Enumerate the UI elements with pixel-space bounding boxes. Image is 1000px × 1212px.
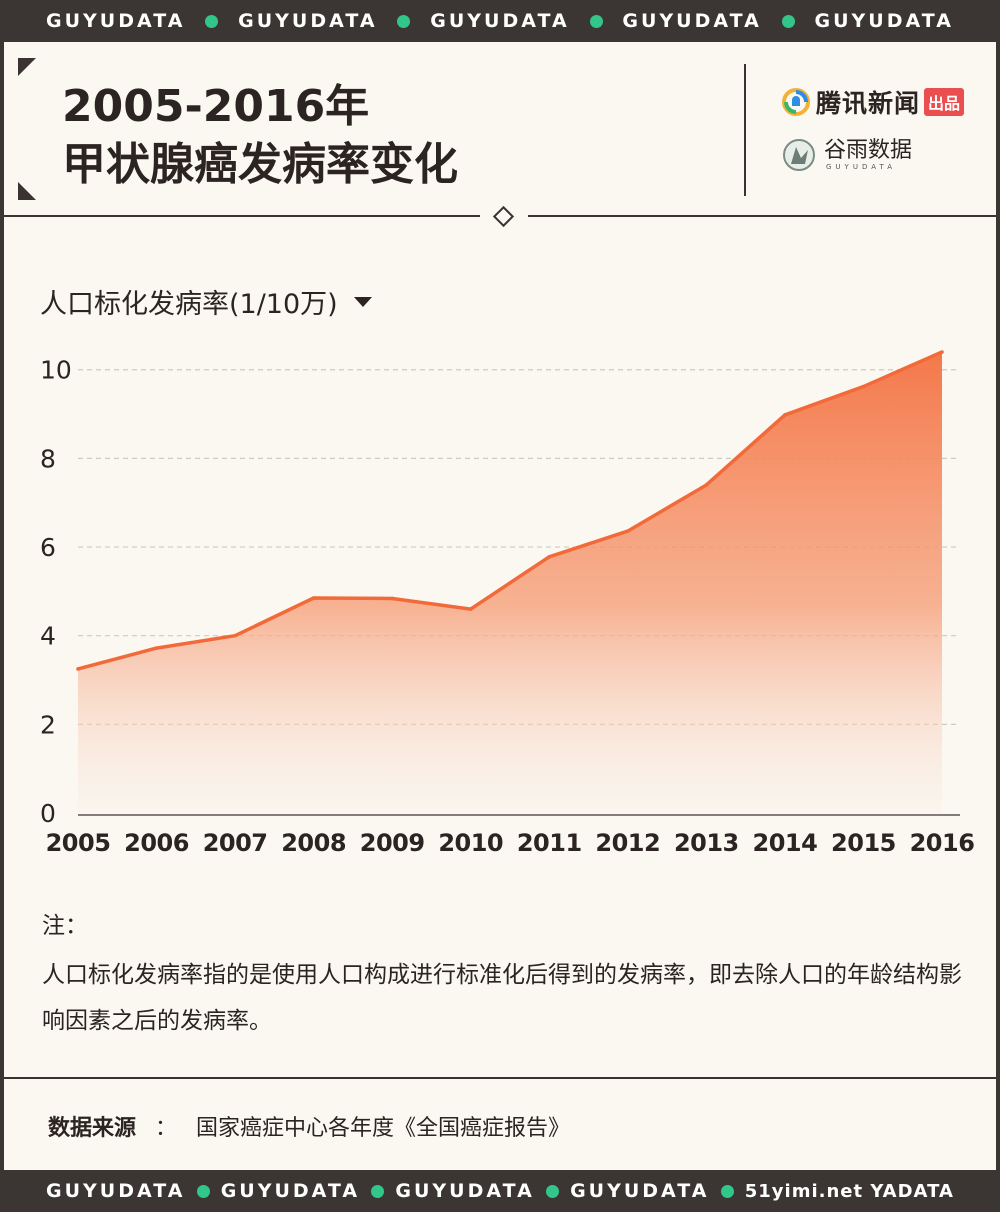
title-line-1: 2005-2016年	[62, 81, 370, 132]
y-tick-label: 6	[40, 533, 56, 562]
tencent-news-logo: 腾讯新闻 出品	[782, 84, 965, 120]
dot-icon	[781, 14, 795, 28]
y-tick-label: 10	[40, 356, 72, 385]
banner-watermark: 51yimi.net YADATA	[744, 1180, 954, 1202]
note-heading: 注：	[42, 913, 88, 939]
x-tick-label: 2015	[831, 829, 896, 857]
guyu-data-text: 谷雨数据	[824, 138, 913, 163]
banner-text: GUYUDATA	[814, 10, 954, 32]
bottom-banner: GUYUDATA GUYUDATA GUYUDATA GUYUDATA 51yi…	[0, 1170, 1000, 1212]
banner-text: GUYUDATA	[238, 10, 378, 32]
footer-divider	[4, 1077, 996, 1079]
area-chart: 0 2 4 6 8 10 2005 2006 2007 2008 2009 2010 2011 2012…	[40, 350, 975, 857]
rabbit-icon	[783, 139, 815, 171]
banner-text: GUYUDATA	[430, 10, 570, 32]
banner-text: GUYUDATA	[622, 10, 762, 32]
x-tick-label: 2014	[753, 829, 818, 857]
bell-icon	[782, 88, 810, 116]
y-tick-label: 4	[40, 622, 56, 651]
title-line-2: 甲状腺癌发病率变化	[62, 139, 458, 190]
dot-icon	[720, 1184, 734, 1198]
source-colon: ：	[155, 1116, 178, 1141]
y-tick-label: 8	[40, 444, 56, 473]
data-point	[626, 529, 630, 533]
data-point	[704, 483, 709, 487]
x-tick-label: 2011	[517, 829, 582, 857]
source-label: 数据来源	[48, 1116, 137, 1141]
source-text: 国家癌症中心各年度《全国癌症报告》	[196, 1116, 571, 1141]
y-tick-label: 0	[40, 799, 56, 828]
note-text: 人口标化发病率指的是使用人口构成进行标准化后得到的发病率，即去除人口的年龄结构影…	[42, 962, 962, 1034]
source-line: 数据来源 ： 国家癌症中心各年度《全国癌症报告》	[48, 1110, 570, 1142]
banner-text: GUYUDATA	[220, 1180, 361, 1202]
x-tick-label: 2006	[124, 829, 189, 857]
data-point	[233, 633, 237, 638]
corner-bracket-icon	[18, 182, 36, 200]
banner-text: GUYUDATA	[395, 1180, 535, 1202]
tencent-news-text: 腾讯新闻	[816, 89, 921, 118]
banner-text: GUYUDATA	[46, 10, 186, 32]
divider-left	[4, 215, 480, 217]
x-tick-label: 2010	[438, 829, 503, 857]
x-tick-label: 2008	[281, 829, 346, 857]
data-point	[861, 384, 866, 389]
y-tick-label: 2	[40, 710, 56, 739]
data-point	[783, 413, 787, 417]
dot-icon	[205, 14, 219, 28]
x-tick-label: 2016	[910, 829, 975, 857]
data-point	[940, 350, 944, 354]
data-point	[547, 554, 552, 559]
top-banner: GUYUDATA GUYUDATA GUYUDATA GUYUDATA GUYU…	[0, 0, 1000, 42]
banner-text: GUYUDATA	[46, 1180, 186, 1202]
page-title: 2005-2016年 甲状腺癌发病率变化	[62, 78, 458, 194]
dot-icon	[397, 14, 411, 28]
x-tick-label: 2005	[46, 829, 111, 857]
data-point	[154, 646, 159, 650]
x-tick-label: 2013	[674, 829, 739, 857]
banner-text: GUYUDATA	[570, 1180, 710, 1202]
x-tick-label: 2007	[203, 829, 268, 857]
series-line	[77, 350, 943, 671]
y-axis-label: 人口标化发病率(1/10万)	[40, 289, 338, 320]
x-tick-label: 2012	[595, 829, 660, 857]
corner-bracket-icon	[18, 58, 36, 76]
guyu-data-en-text: GUYUDATA	[826, 163, 896, 171]
caret-down-icon	[353, 296, 372, 307]
produced-tag: 出品	[924, 88, 965, 116]
data-point	[311, 596, 316, 600]
data-point	[468, 607, 473, 611]
divider-right	[528, 215, 996, 217]
dot-icon	[545, 1184, 559, 1198]
data-point	[76, 667, 80, 671]
y-axis-title: 人口标化发病率(1/10万)	[40, 282, 372, 321]
dot-icon	[589, 14, 603, 28]
dot-icon	[371, 1184, 385, 1198]
data-point	[390, 596, 394, 601]
guyu-data-logo: 谷雨数据 GUYUDATA	[782, 138, 912, 172]
area-fill	[78, 352, 942, 813]
x-tick-label: 2009	[360, 829, 425, 857]
header-divider	[744, 64, 746, 196]
dot-icon	[196, 1184, 210, 1198]
